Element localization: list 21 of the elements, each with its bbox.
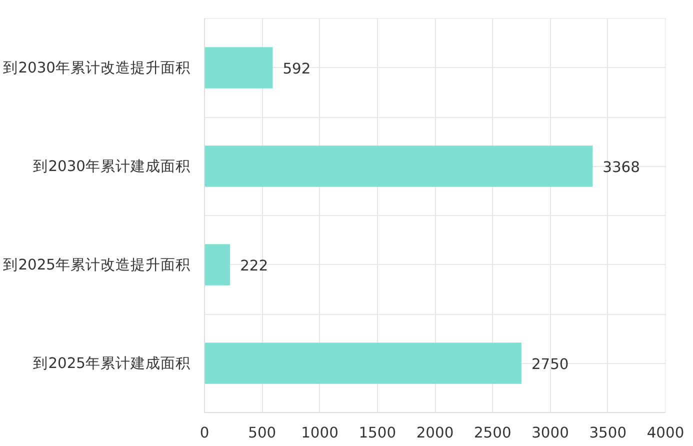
x-tick-label: 2000 (416, 424, 454, 442)
y-tick-label: 到2030年累计改造提升面积 (3, 59, 191, 76)
x-tick-label: 2500 (474, 424, 512, 442)
bar (204, 244, 230, 286)
data-label: 592 (282, 60, 311, 78)
y-tick-label: 到2030年累计建成面积 (33, 158, 191, 175)
x-tick-label: 4000 (646, 424, 684, 442)
x-tick-label: 1500 (358, 424, 396, 442)
data-label: 2750 (531, 356, 569, 373)
bar (204, 342, 522, 384)
y-tick-label: 到2025年累计改造提升面积 (3, 256, 191, 274)
x-tick-label: 3500 (589, 424, 627, 442)
x-tick-label: 0 (200, 424, 210, 442)
x-tick-label: 1000 (301, 424, 338, 442)
data-label: 222 (240, 257, 268, 274)
bar (204, 146, 593, 187)
x-tick-label: 3000 (532, 424, 569, 442)
data-label: 3368 (602, 158, 640, 176)
y-tick-label: 到2025年累计建成面积 (33, 354, 191, 372)
bar (204, 47, 273, 88)
x-tick-label: 500 (248, 424, 276, 442)
